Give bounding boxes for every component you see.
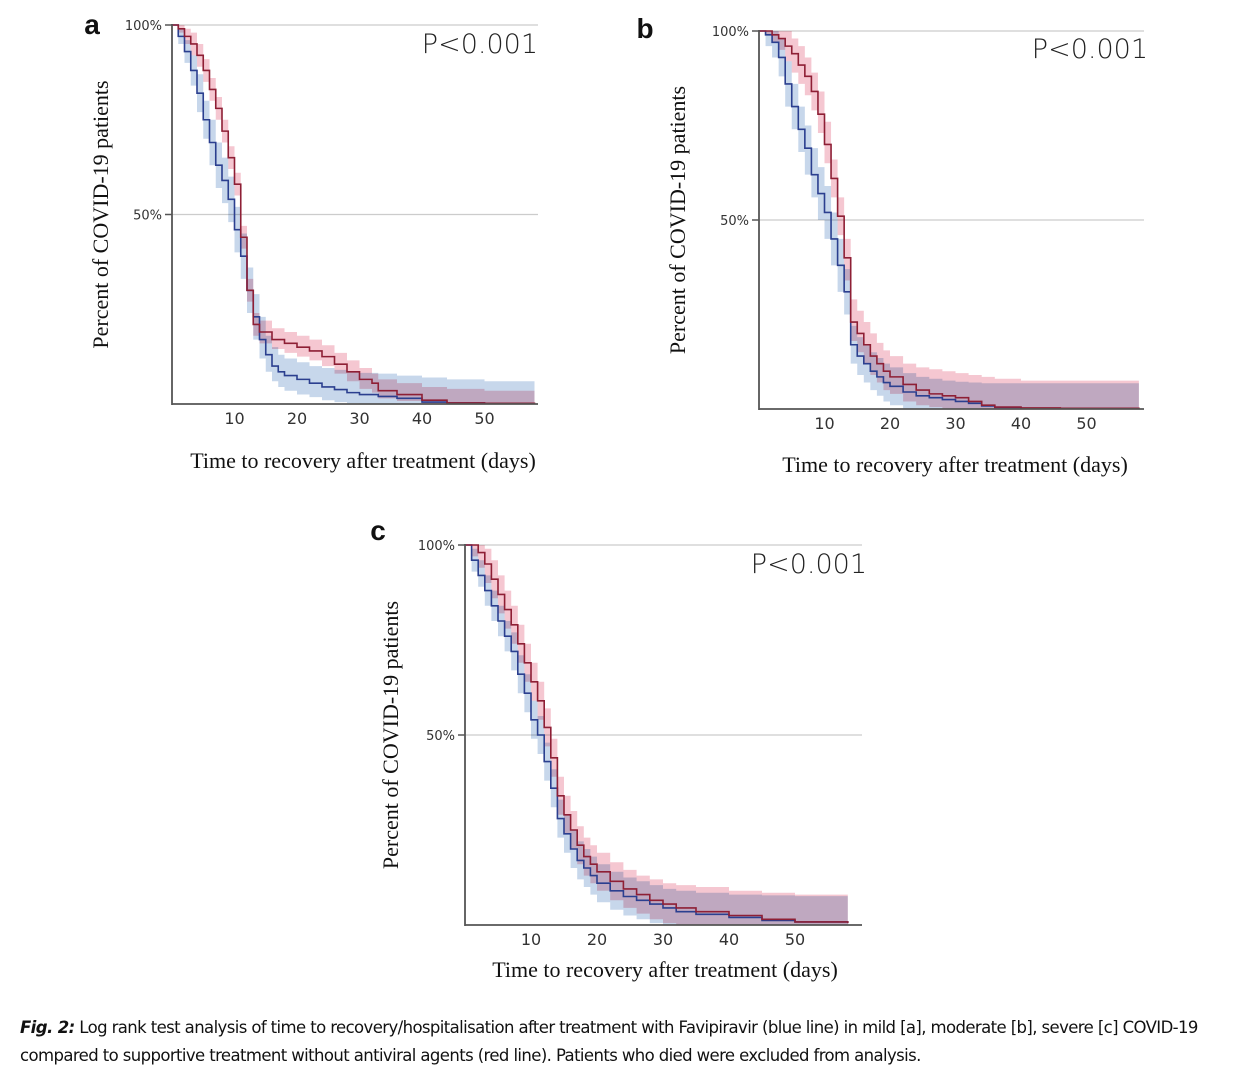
- favipiravir-ci-band: [465, 545, 848, 925]
- panel-letter: c: [370, 515, 386, 546]
- supportive-ci-band: [172, 25, 535, 404]
- p-value-annotation: P<0.001: [751, 549, 867, 580]
- y-tick-label: 100%: [418, 539, 455, 554]
- favipiravir-ci-band: [759, 31, 1139, 409]
- caption-text: Log rank test analysis of time to recove…: [20, 1018, 1198, 1065]
- y-tick-label: 100%: [712, 25, 749, 40]
- y-tick-label: 50%: [133, 209, 162, 224]
- favipiravir-survival-line: [465, 544, 849, 924]
- supportive-survival-line: [465, 544, 849, 924]
- favipiravir-survival-line: [172, 24, 535, 405]
- y-axis-label: Percent of COVID-19 patients: [88, 80, 113, 348]
- x-tick-label: 40: [412, 409, 432, 428]
- y-axis-label: Percent of COVID-19 patients: [378, 601, 403, 869]
- panel-a: 50% 100% 10 20 30 40 50 a P<0.001 Percent of COVI…: [84, 9, 538, 473]
- x-axis-label: Time to recovery after treatment (days): [492, 957, 838, 982]
- supportive-survival-line: [172, 24, 536, 405]
- y-tick-label: 100%: [125, 19, 162, 34]
- x-tick-label: 40: [719, 930, 739, 949]
- x-axis-label: Time to recovery after treatment (days): [190, 448, 536, 473]
- y-tick-label: 50%: [426, 729, 455, 744]
- panel-letter: b: [636, 13, 653, 44]
- p-value-annotation: P<0.001: [422, 29, 538, 60]
- x-tick-label: 30: [653, 930, 673, 949]
- caption-label: Fig. 2:: [20, 1018, 75, 1037]
- panel-letter: a: [84, 9, 100, 40]
- y-tick-label: 50%: [720, 214, 749, 229]
- supportive-ci-band: [759, 31, 1139, 409]
- figure: 50% 100% 10 20 30 40 50 a P<0.001 Percent of COVI…: [84, 9, 1148, 982]
- x-tick-label: 10: [814, 414, 834, 433]
- x-tick-label: 30: [349, 409, 369, 428]
- x-tick-label: 50: [1076, 414, 1096, 433]
- x-tick-label: 20: [587, 930, 607, 949]
- x-tick-label: 50: [474, 409, 494, 428]
- favipiravir-survival-line: [759, 30, 1139, 410]
- x-axis-label: Time to recovery after treatment (days): [782, 452, 1128, 477]
- supportive-survival-line: [759, 30, 1140, 410]
- x-tick-label: 20: [880, 414, 900, 433]
- x-tick-label: 20: [287, 409, 307, 428]
- x-tick-label: 10: [224, 409, 244, 428]
- x-tick-label: 30: [945, 414, 965, 433]
- p-value-annotation: P<0.001: [1032, 34, 1148, 65]
- panel-b: 50% 100% 10 20 30 40 50 b P<0.001 Percent of COVI…: [636, 13, 1148, 477]
- x-tick-label: 40: [1011, 414, 1031, 433]
- panel-c: 50% 100% 10 20 30 40 50 c P<0.001 Percent of COVI…: [370, 515, 867, 982]
- figure-caption: Fig. 2: Log rank test analysis of time t…: [20, 1014, 1230, 1070]
- supportive-ci-band: [465, 545, 848, 925]
- y-axis-label: Percent of COVID-19 patients: [665, 86, 690, 354]
- x-tick-label: 50: [785, 930, 805, 949]
- x-tick-label: 10: [521, 930, 541, 949]
